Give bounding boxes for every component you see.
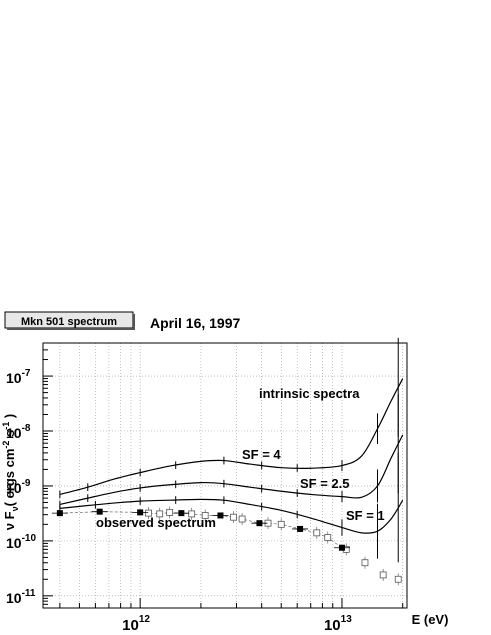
observed-open-point [361, 559, 369, 567]
observed-filled-point [338, 544, 345, 551]
chart-title: Mkn 501 spectrum [21, 316, 117, 328]
grid-lines [43, 343, 407, 608]
y-tick-label-base: 10 [6, 480, 22, 496]
observed-open-point [324, 534, 332, 541]
x-tick-label: 1013 [324, 614, 352, 634]
x-tick-labels: 1012 1013 [122, 614, 352, 634]
y-tick-label-base: 10 [6, 590, 22, 606]
observed-open-point [238, 515, 246, 523]
observed-filled-point [137, 509, 144, 516]
observed-open-point [188, 510, 196, 518]
observed-filled-point [297, 525, 304, 532]
y-axis-label-part: s [2, 430, 17, 441]
observed-filled-point [56, 510, 63, 517]
y-tick-label-base: 10 [6, 535, 22, 551]
x-tick-label-exp: 12 [139, 614, 151, 625]
intrinsic-curve-sf4 [59, 378, 404, 496]
annotation-sf1: SF = 1 [346, 508, 385, 523]
observed-open-point [156, 510, 164, 518]
title-box: Mkn 501 spectrum [4, 311, 135, 330]
annotation-observed-spectrum: observed spectrum [96, 515, 216, 530]
x-tick-label: 1012 [122, 614, 150, 634]
intrinsic-curve-sf25 [59, 434, 404, 506]
y-tick-label: 10-11 [6, 588, 36, 606]
y-axis-label: ν Fν( ergs cm-2 s-1 ) [1, 414, 20, 530]
observed-open-point [394, 575, 402, 583]
observed-filled-point [178, 510, 185, 517]
observed-open-point [201, 512, 209, 519]
y-tick-label-exp: -7 [22, 368, 31, 379]
observed-layer [51, 506, 402, 586]
chart-subtitle-date: April 16, 1997 [150, 315, 240, 331]
y-tick-label: 10-9 [6, 478, 31, 496]
x-tick-label-exp: 13 [341, 614, 353, 625]
y-tick-label-exp: -8 [22, 423, 31, 434]
annotation-intrinsic-spectra: intrinsic spectra [259, 386, 360, 401]
y-tick-label: 10-10 [6, 533, 36, 551]
y-axis-label-part: ν F [2, 511, 17, 530]
observed-filled-point [96, 508, 103, 515]
x-tick-label-base: 10 [122, 617, 139, 634]
observed-open-point [166, 508, 174, 516]
observed-open-point [379, 571, 387, 579]
y-tick-label-base: 10 [6, 370, 22, 386]
y-axis-label-part: ) [2, 414, 17, 422]
observed-open-point [230, 513, 237, 521]
y-tick-label: 10-7 [6, 368, 31, 386]
observed-open-point [313, 529, 321, 537]
plot-frame [42, 342, 408, 609]
y-tick-label-exp: -9 [22, 478, 31, 489]
series-layer [59, 337, 404, 563]
axis-ticks [43, 342, 404, 609]
x-axis-label: E (eV) [412, 612, 449, 627]
y-axis-label-sub: ν [10, 506, 20, 511]
annotation-sf4: SF = 4 [242, 447, 281, 462]
observed-filled-point [256, 520, 263, 527]
observed-open-point [277, 520, 285, 528]
y-tick-label: 10-8 [6, 423, 31, 441]
observed-filled-point [217, 512, 224, 519]
y-tick-label-exp: -11 [22, 588, 36, 599]
y-axis-label-sup: -1 [1, 422, 11, 430]
y-tick-label-base: 10 [6, 425, 22, 441]
y-tick-label-exp: -10 [22, 533, 37, 544]
x-tick-label-base: 10 [324, 617, 341, 634]
annotation-sf25: SF = 2.5 [300, 476, 350, 491]
y-axis-label-sup: -2 [1, 441, 11, 449]
intrinsic-curve-sf1 [59, 498, 404, 534]
y-axis-label-part: ( ergs cm [2, 449, 17, 507]
observed-open-point [145, 509, 152, 517]
